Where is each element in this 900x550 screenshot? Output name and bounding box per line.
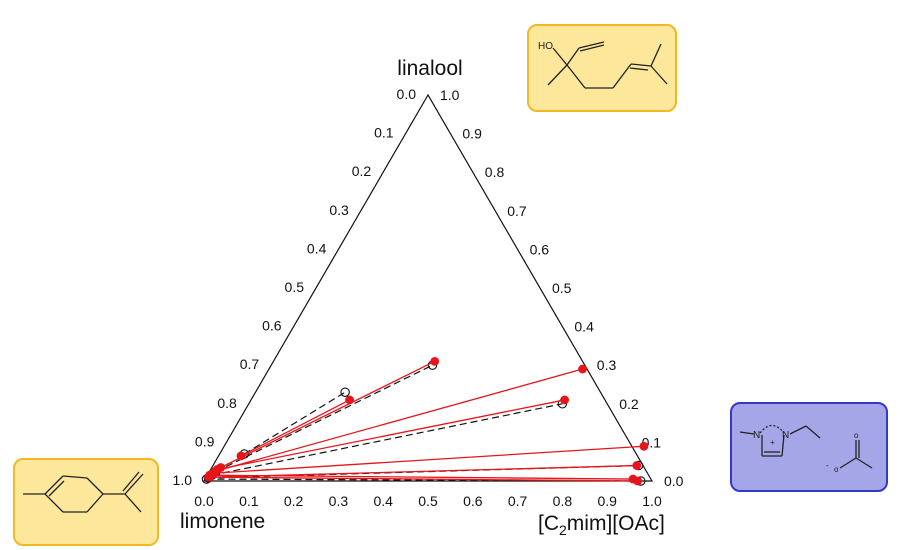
calculated-tie-line [216, 364, 433, 472]
il-axis-ticks: 0.00.10.20.30.40.50.60.70.80.91.0 [440, 87, 684, 489]
linalool-tick-label: 0.7 [240, 356, 260, 372]
vertex-label-c2mim-subscript: 2 [559, 522, 567, 538]
experimental-tie-line [214, 368, 583, 472]
limonene-structure-box [13, 458, 159, 546]
il-tick-label: 0.7 [507, 203, 527, 219]
limonene-structure-icon [23, 471, 144, 513]
experimental-point [205, 470, 215, 480]
ionic-liquid-structure-icon: N N + - o o [739, 424, 873, 474]
linalool-structure-icon: HO [538, 41, 668, 89]
vertex-label-c2mim-part2: mim][OAc] [567, 512, 665, 535]
experimental-point [236, 451, 246, 461]
vertex-label-c2mim-oac: [C2mim][OAc] [538, 512, 665, 538]
calculated-tie-line [244, 391, 346, 455]
triangle-frame [202, 93, 654, 482]
linalool-tick-label: 0.3 [329, 202, 349, 218]
calculated-tie-line [211, 403, 563, 476]
il-tick-label: 0.3 [597, 357, 617, 373]
il-tick-label: 1.0 [440, 87, 460, 103]
bottom-tick-label: 0.3 [329, 493, 349, 509]
bottom-tick-label: 1.0 [642, 493, 662, 509]
anion-oxygen-label: o [834, 465, 839, 474]
il-tick-label: 0.0 [664, 473, 684, 489]
experimental-point [430, 356, 440, 366]
linalool-tick-label: 0.4 [307, 240, 327, 256]
vertex-label-limonene: limonene [180, 510, 265, 533]
linalool-axis-ticks: 0.0 0.1 0.2 0.3 0.4 0.5 0.6 0.7 0.8 0.9 1.0 [173, 86, 417, 488]
linalool-tick-label: 0.5 [285, 279, 305, 295]
experimental-tie-line [240, 399, 350, 457]
vertex-label-linalool: linalool [397, 57, 462, 80]
experimental-tie-line [212, 445, 644, 474]
linalool-tick-label: 0.2 [352, 163, 372, 179]
imidazolium-n3-label: N [782, 430, 789, 441]
experimental-point [632, 461, 642, 470]
bottom-axis-ticks: 0.0 0.1 0.2 0.3 0.4 0.5 0.6 0.7 0.8 0.9 1.0 [194, 493, 662, 509]
il-tick-label: 0.8 [485, 164, 505, 180]
experimental-point [578, 364, 587, 374]
linalool-hydroxyl-label: HO [538, 41, 553, 52]
bottom-tick-label: 0.5 [418, 493, 438, 509]
experimental-point [628, 474, 638, 484]
imidazolium-n1-label: N [753, 430, 760, 441]
experimental-point [560, 395, 570, 405]
bottom-tick-label: 0.9 [597, 493, 617, 509]
bottom-tick-label: 0.6 [463, 493, 483, 509]
bottom-tick-label: 0.8 [553, 493, 573, 509]
cation-charge-label: + [770, 438, 775, 447]
bottom-tick-label: 0.4 [373, 493, 393, 509]
experimental-tie-line [208, 476, 638, 482]
il-tick-label: 0.4 [574, 319, 594, 335]
triangle-outline [202, 93, 654, 482]
experimental-point [639, 441, 649, 451]
il-tick-label: 0.9 [462, 126, 482, 142]
ionic-liquid-structure-box: N N + - o o [730, 402, 888, 492]
experimental-point [345, 395, 354, 405]
il-tick-label: 0.5 [552, 280, 572, 296]
experimental-tie-line [217, 399, 565, 471]
il-tick-label: 0.2 [619, 396, 639, 412]
tie-line-layer [201, 356, 649, 486]
il-tick-label: 0.6 [530, 241, 550, 257]
experimental-tie-line [209, 464, 637, 478]
anion-charge-label: - [826, 461, 829, 470]
calculated-tie-line [206, 478, 641, 482]
bottom-tick-label: 0.0 [194, 493, 214, 509]
linalool-tick-label: 0.1 [374, 125, 394, 141]
calculated-point [340, 387, 350, 397]
experimental-point [216, 463, 226, 472]
linalool-tick-label: 0.9 [195, 433, 215, 449]
linalool-tick-label: 0.6 [262, 318, 282, 334]
bottom-tick-label: 0.7 [508, 493, 528, 509]
bottom-tick-label: 0.1 [239, 493, 259, 509]
linalool-structure-box: HO [527, 24, 677, 112]
experimental-tie-line [220, 360, 436, 469]
bottom-tick-label: 0.2 [284, 493, 304, 509]
experimental-tie-line [209, 474, 633, 480]
linalool-tick-label: 0.8 [217, 395, 237, 411]
vertex-label-c2mim-part1: [C [538, 512, 559, 535]
linalool-tick-label: 1.0 [173, 472, 193, 488]
linalool-tick-label: 0.0 [397, 86, 417, 102]
carbonyl-oxygen-label: o [854, 431, 859, 440]
